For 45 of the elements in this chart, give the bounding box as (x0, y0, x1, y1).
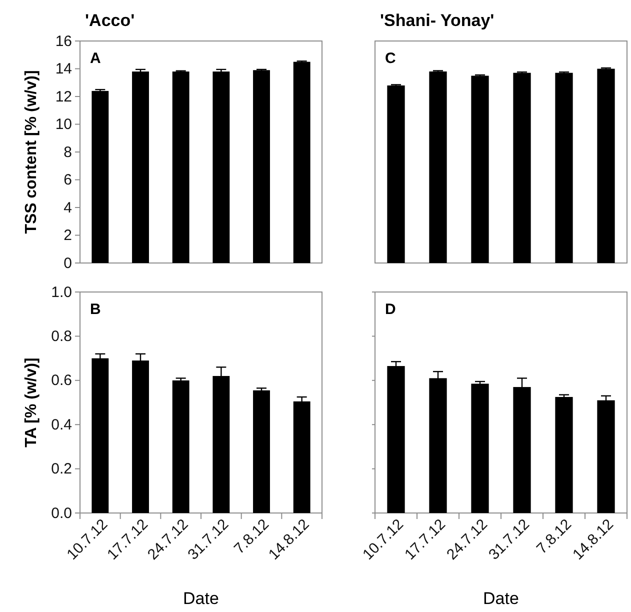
bar (172, 380, 190, 513)
bar (293, 401, 310, 513)
annotation: B (90, 301, 101, 318)
y-tick-label: 14 (55, 60, 72, 78)
bar (513, 72, 531, 263)
x-axis-title: Date (183, 589, 219, 608)
y-tick-label: 12 (55, 88, 72, 106)
bar (555, 72, 573, 263)
bar (387, 366, 405, 513)
y-tick-label: 1.0 (51, 284, 72, 301)
chart-title: 'Acco' (85, 11, 135, 30)
bar (597, 68, 615, 263)
bar (212, 72, 230, 263)
y-tick-label: 0 (64, 254, 72, 272)
bar (92, 358, 109, 513)
bar (172, 72, 190, 263)
text: C (385, 50, 396, 67)
bar (471, 76, 489, 263)
annotation: D (385, 301, 396, 318)
bar (555, 396, 573, 513)
y-tick-label: 8 (64, 144, 72, 161)
y-tick-label: 2 (64, 227, 72, 244)
y-tick-label: 0.4 (51, 416, 72, 434)
y-tick-label: 0.8 (51, 328, 72, 345)
bar (429, 71, 447, 263)
annotation: A (90, 50, 101, 67)
y-tick-label: 6 (64, 172, 72, 189)
y-tick-label: 16 (55, 32, 72, 50)
y-tick-label: 4 (64, 199, 72, 216)
bar (92, 90, 109, 263)
bar (253, 390, 270, 513)
x-axis-title: Date (483, 589, 519, 608)
y-axis-title: TA [% (w/v)] (23, 358, 40, 448)
y-tick-label: 0.2 (51, 460, 72, 478)
bar (132, 72, 149, 263)
chart-title: 'Shani- Yonay' (380, 11, 494, 30)
bar (597, 400, 615, 513)
y-tick-label: 0.6 (51, 372, 72, 390)
y-tick-label: 0.0 (51, 504, 72, 522)
bar (471, 384, 489, 513)
y-axis-title: TSS content [% (w/v)] (23, 70, 40, 234)
bar (253, 70, 270, 263)
bar (387, 85, 405, 263)
bar (293, 62, 310, 263)
y-tick-label: 10 (55, 116, 72, 134)
